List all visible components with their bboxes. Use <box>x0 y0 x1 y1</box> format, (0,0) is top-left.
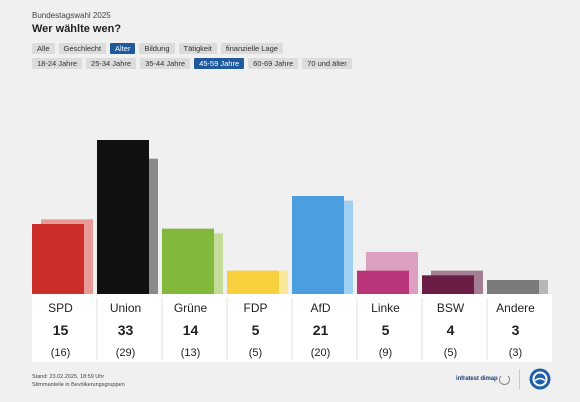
value-label-grne: 14 <box>183 322 199 338</box>
bar-fdp <box>227 271 279 294</box>
previous-label-union: (29) <box>116 347 136 359</box>
footnote-note: Stimmanteile in Bevölkerungsgruppen <box>32 381 125 389</box>
previous-label-bsw: (5) <box>444 347 457 359</box>
previous-label-grne: (13) <box>181 347 201 359</box>
value-label-linke: 5 <box>382 322 390 338</box>
bar-spd <box>32 224 84 294</box>
tagesschau-logo-icon <box>529 368 551 390</box>
previous-label-linke: (9) <box>379 347 392 359</box>
refresh-icon[interactable] <box>499 374 510 385</box>
party-label-grne: Grüne <box>174 301 208 315</box>
previous-label-fdp: (5) <box>249 347 262 359</box>
party-label-spd: SPD <box>48 301 73 315</box>
value-label-afd: 21 <box>313 322 329 338</box>
previous-label-spd: (16) <box>51 347 71 359</box>
party-label-union: Union <box>110 301 141 315</box>
party-label-afd: AfD <box>310 301 330 315</box>
bar-union <box>97 140 149 294</box>
bar-andere <box>487 280 539 294</box>
bar-afd <box>292 196 344 294</box>
value-label-fdp: 5 <box>252 322 260 338</box>
party-label-fdp: FDP <box>244 301 268 315</box>
party-label-bsw: BSW <box>437 301 465 315</box>
source-label: infratest dimap <box>456 376 498 382</box>
value-label-spd: 15 <box>53 322 69 338</box>
bar-bsw <box>422 275 474 294</box>
value-label-union: 33 <box>118 322 134 338</box>
value-label-andere: 3 <box>512 322 520 338</box>
bar-grne <box>162 229 214 294</box>
value-label-bsw: 4 <box>447 322 455 338</box>
footnote-date: Stand: 23.02.2025, 18:59 Uhr <box>32 373 125 381</box>
party-label-andere: Andere <box>496 301 535 315</box>
party-label-linke: Linke <box>371 301 400 315</box>
footer-divider <box>519 369 520 389</box>
previous-label-andere: (3) <box>509 347 522 359</box>
previous-label-afd: (20) <box>311 347 331 359</box>
bar-linke <box>357 271 409 294</box>
footnote: Stand: 23.02.2025, 18:59 Uhr Stimmanteil… <box>32 373 125 389</box>
